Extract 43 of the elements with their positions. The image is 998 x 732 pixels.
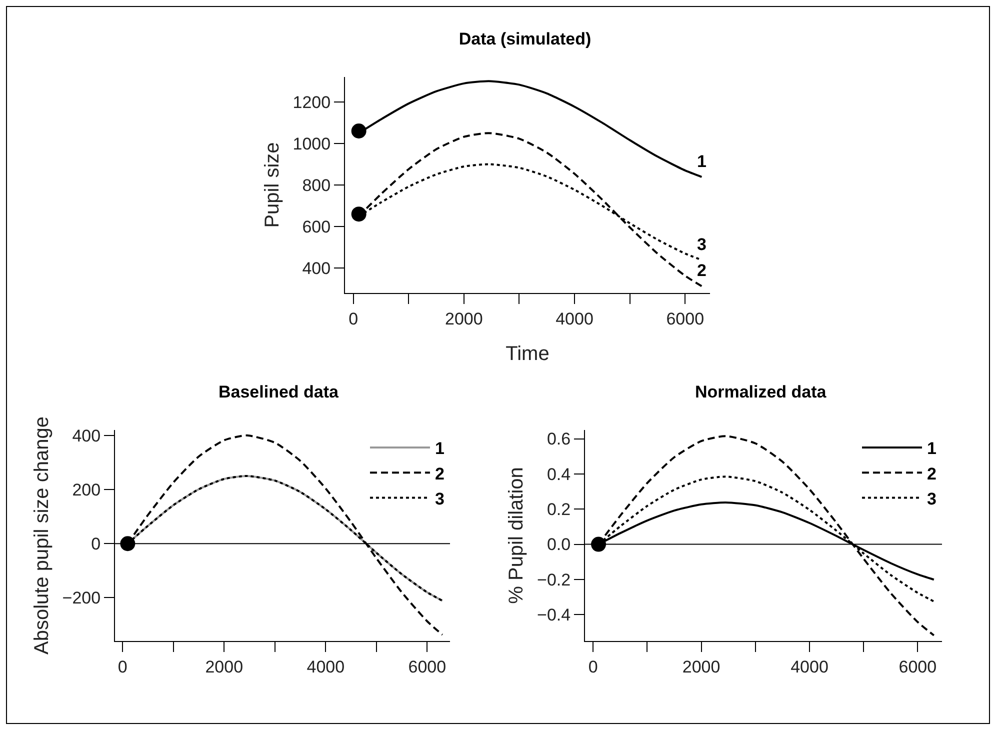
y-tick-label: −200 [62, 588, 101, 608]
y-tick-label: 0.6 [546, 430, 571, 449]
x-tick-label: 6000 [408, 657, 446, 676]
y-axis-title: Absolute pupil size change [30, 416, 53, 654]
chart-title: Data (simulated) [458, 29, 592, 48]
y-tick-label: 1000 [292, 134, 331, 154]
y-axis-title: % Pupil dilation [506, 467, 528, 604]
y-tick-label: 0 [91, 534, 101, 554]
y-tick-label: 200 [72, 480, 101, 500]
y-tick-label: −0.4 [537, 606, 571, 625]
y-tick-label: 800 [302, 176, 331, 195]
legend-label: 1 [435, 439, 444, 458]
y-tick-label: 400 [72, 426, 101, 446]
series-label: 1 [697, 152, 706, 171]
x-tick-label: 2000 [444, 309, 483, 328]
x-tick-label: 2000 [682, 657, 720, 676]
x-axis-title: Time [506, 342, 550, 365]
y-tick-label: −0.2 [537, 570, 571, 590]
x-tick-label: 0 [348, 309, 358, 328]
legend-label: 2 [927, 464, 936, 484]
x-tick-label: 4000 [556, 309, 594, 328]
series-label: 3 [697, 235, 706, 254]
x-tick-label: 4000 [306, 657, 345, 676]
y-tick-label: 1200 [292, 92, 331, 112]
y-tick-label: 0.4 [546, 464, 571, 484]
legend-label: 3 [435, 489, 444, 508]
y-tick-label: 400 [302, 259, 331, 278]
x-tick-label: 0 [118, 657, 128, 676]
x-tick-label: 6000 [898, 657, 937, 676]
chart-title: Normalized data [694, 382, 827, 402]
chart-title: Baselined data [218, 382, 340, 402]
legend-label: 2 [435, 464, 444, 484]
legend-label: 1 [927, 439, 936, 458]
x-tick-label: 0 [588, 657, 598, 676]
x-tick-label: 2000 [205, 657, 244, 676]
y-axis-title: Pupil size [261, 142, 284, 228]
y-tick-label: 0.0 [546, 535, 571, 554]
legend-label: 3 [927, 489, 936, 508]
x-tick-label: 6000 [666, 309, 704, 328]
y-tick-label: 0.2 [546, 500, 571, 520]
x-tick-label: 4000 [790, 657, 828, 676]
series-label: 2 [697, 261, 706, 280]
y-tick-label: 600 [302, 217, 331, 236]
